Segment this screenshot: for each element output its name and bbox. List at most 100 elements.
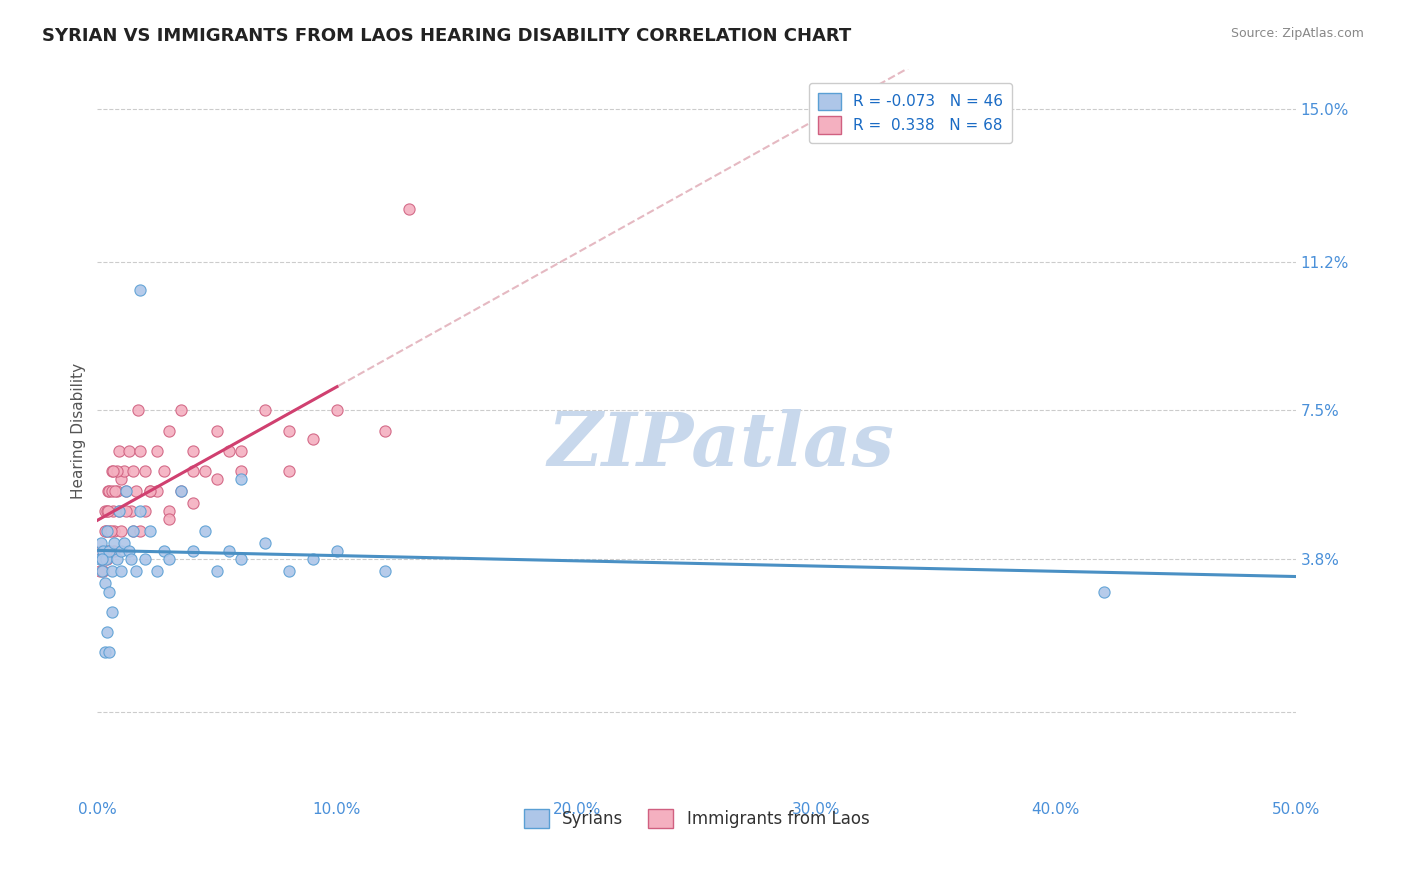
Point xyxy=(110,524,132,538)
Point xyxy=(139,483,162,498)
Point xyxy=(129,524,152,538)
Point xyxy=(97,504,120,518)
Point xyxy=(93,565,115,579)
Point xyxy=(205,472,228,486)
Point xyxy=(129,283,152,297)
Point xyxy=(91,565,114,579)
Point xyxy=(96,524,118,538)
Point xyxy=(120,552,142,566)
Point xyxy=(153,544,176,558)
Point xyxy=(112,536,135,550)
Point xyxy=(127,403,149,417)
Point xyxy=(96,552,118,566)
Point xyxy=(134,504,156,518)
Point xyxy=(98,483,121,498)
Point xyxy=(91,552,114,566)
Point xyxy=(170,403,193,417)
Point xyxy=(93,645,115,659)
Point xyxy=(205,424,228,438)
Point xyxy=(112,464,135,478)
Point xyxy=(105,552,128,566)
Point xyxy=(278,565,301,579)
Point xyxy=(117,544,139,558)
Point xyxy=(98,544,121,558)
Point xyxy=(122,524,145,538)
Point xyxy=(108,504,131,518)
Point xyxy=(254,536,277,550)
Point xyxy=(100,464,122,478)
Point xyxy=(231,472,253,486)
Point xyxy=(98,524,121,538)
Point xyxy=(94,544,117,558)
Point xyxy=(96,624,118,639)
Point xyxy=(125,565,148,579)
Point xyxy=(157,512,180,526)
Point xyxy=(134,552,156,566)
Point xyxy=(98,544,121,558)
Point xyxy=(129,504,152,518)
Point xyxy=(153,464,176,478)
Point xyxy=(110,544,132,558)
Point xyxy=(105,464,128,478)
Point xyxy=(326,403,349,417)
Point xyxy=(94,552,117,566)
Point xyxy=(94,524,117,538)
Point xyxy=(302,552,325,566)
Point xyxy=(98,645,121,659)
Point xyxy=(181,496,204,510)
Point xyxy=(93,524,115,538)
Point xyxy=(98,584,121,599)
Y-axis label: Hearing Disability: Hearing Disability xyxy=(72,362,86,499)
Point xyxy=(398,202,420,217)
Point xyxy=(104,483,127,498)
Point xyxy=(101,464,124,478)
Point xyxy=(218,443,240,458)
Point xyxy=(93,544,115,558)
Point xyxy=(96,504,118,518)
Point xyxy=(129,443,152,458)
Point xyxy=(254,403,277,417)
Point xyxy=(115,483,138,498)
Point xyxy=(103,524,125,538)
Point xyxy=(157,424,180,438)
Point xyxy=(115,483,138,498)
Point xyxy=(170,483,193,498)
Point xyxy=(122,524,145,538)
Point xyxy=(181,443,204,458)
Point xyxy=(146,565,169,579)
Point xyxy=(170,483,193,498)
Text: Source: ZipAtlas.com: Source: ZipAtlas.com xyxy=(1230,27,1364,40)
Text: ZIPatlas: ZIPatlas xyxy=(547,409,894,482)
Point xyxy=(103,544,125,558)
Point xyxy=(205,565,228,579)
Point xyxy=(103,536,125,550)
Point xyxy=(90,536,112,550)
Text: SYRIAN VS IMMIGRANTS FROM LAOS HEARING DISABILITY CORRELATION CHART: SYRIAN VS IMMIGRANTS FROM LAOS HEARING D… xyxy=(42,27,852,45)
Point xyxy=(146,483,169,498)
Point xyxy=(89,565,111,579)
Point xyxy=(218,544,240,558)
Point xyxy=(374,424,396,438)
Point xyxy=(100,524,122,538)
Legend: Syrians, Immigrants from Laos: Syrians, Immigrants from Laos xyxy=(517,803,876,835)
Point xyxy=(278,424,301,438)
Point xyxy=(326,544,349,558)
Point xyxy=(91,552,114,566)
Point xyxy=(146,443,169,458)
Point xyxy=(117,443,139,458)
Point xyxy=(93,576,115,591)
Point xyxy=(134,464,156,478)
Point xyxy=(194,464,217,478)
Point xyxy=(157,504,180,518)
Point xyxy=(90,544,112,558)
Point xyxy=(108,504,131,518)
Point xyxy=(122,464,145,478)
Point xyxy=(115,504,138,518)
Point xyxy=(120,504,142,518)
Point xyxy=(100,565,122,579)
Point xyxy=(1092,584,1115,599)
Point xyxy=(231,443,253,458)
Point xyxy=(101,504,124,518)
Point xyxy=(97,483,120,498)
Point xyxy=(139,524,162,538)
